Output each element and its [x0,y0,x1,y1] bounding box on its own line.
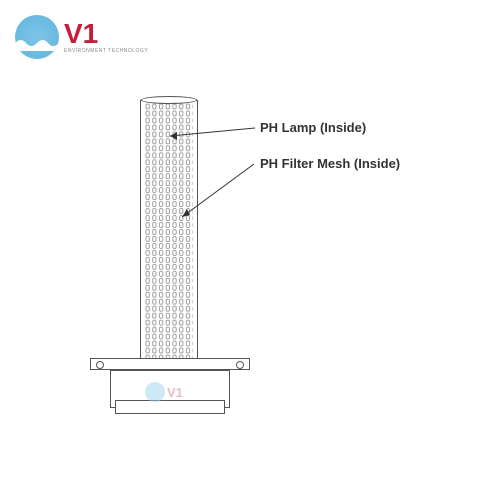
cylinder-cap [141,96,197,104]
filter-cylinder [140,100,198,365]
watermark-logo: V1 [145,382,183,402]
watermark-text: V1 [167,385,183,400]
logo-brand-name: V1 [64,20,98,48]
base-foot [115,400,225,414]
logo-circle-icon [15,15,59,59]
logo-text-block: V1 ENVIRONMENT TECHNOLOGY [64,20,148,54]
brand-logo: V1 ENVIRONMENT TECHNOLOGY [15,15,148,59]
logo-subtitle: ENVIRONMENT TECHNOLOGY [64,48,148,54]
watermark-circle-icon [145,382,165,402]
label-ph-filter: PH Filter Mesh (Inside) [260,156,400,171]
base-flange [90,358,250,370]
mesh-pattern [145,103,193,362]
logo-wave-icon [15,37,59,51]
label-ph-lamp: PH Lamp (Inside) [260,120,366,135]
product-diagram: V1 PH Lamp (Inside) PH Filter Mesh (Insi… [110,100,390,450]
